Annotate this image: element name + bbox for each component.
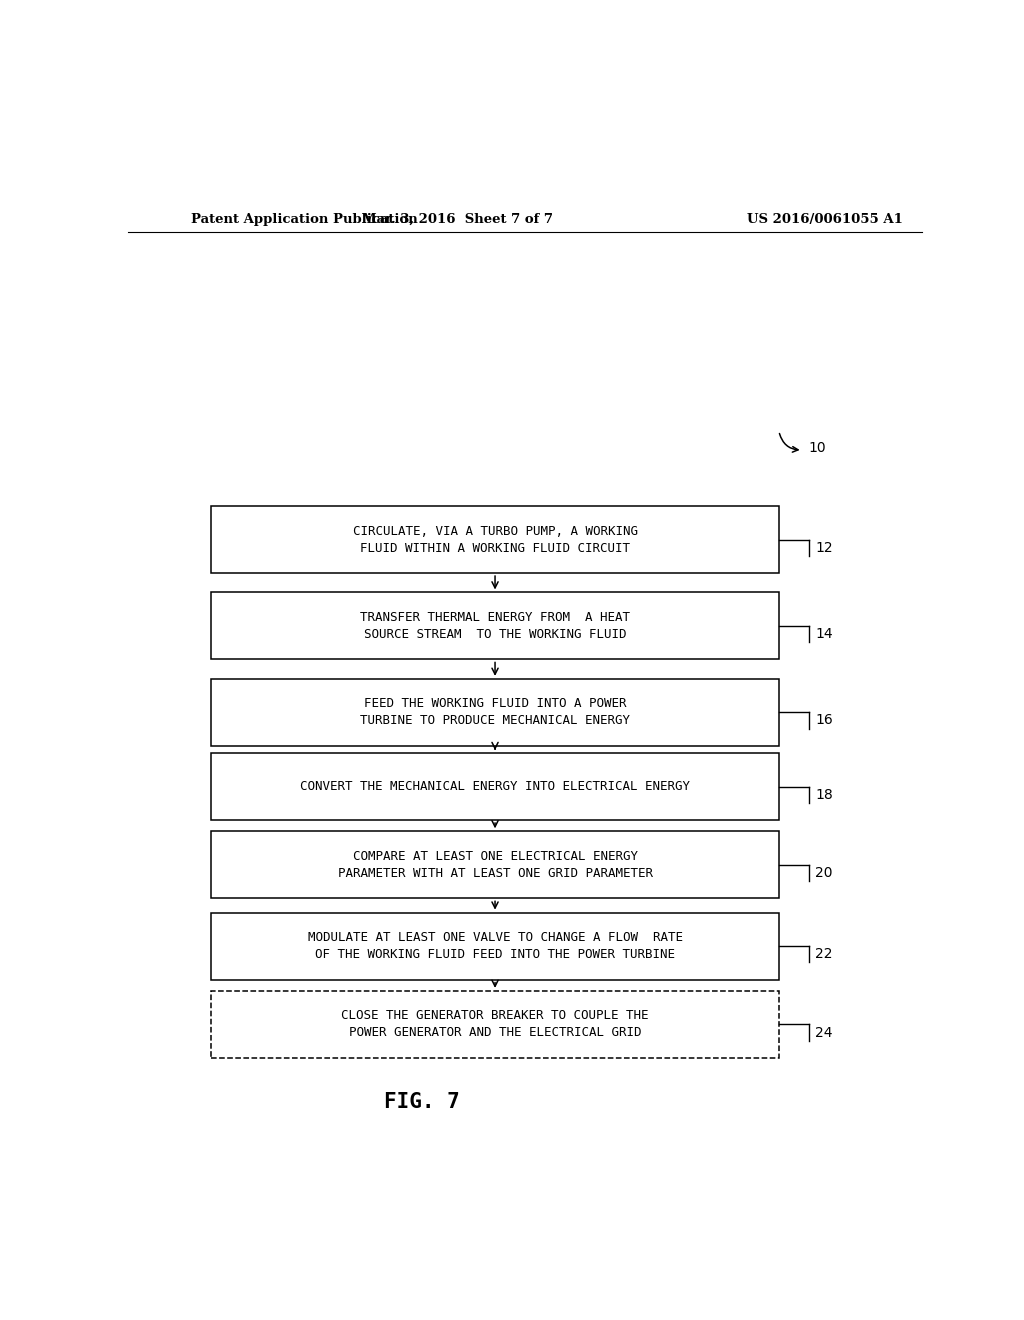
Text: CONVERT THE MECHANICAL ENERGY INTO ELECTRICAL ENERGY: CONVERT THE MECHANICAL ENERGY INTO ELECT…: [300, 780, 690, 793]
Text: 24: 24: [815, 1026, 833, 1040]
Text: 18: 18: [815, 788, 833, 801]
Text: Patent Application Publication: Patent Application Publication: [191, 213, 418, 226]
Text: 10: 10: [809, 441, 826, 455]
Text: 16: 16: [815, 714, 833, 727]
Text: FIG. 7: FIG. 7: [384, 1092, 460, 1111]
Bar: [211, 991, 778, 1057]
Text: MODULATE AT LEAST ONE VALVE TO CHANGE A FLOW  RATE
OF THE WORKING FLUID FEED INT: MODULATE AT LEAST ONE VALVE TO CHANGE A …: [307, 931, 683, 961]
Bar: [211, 912, 778, 979]
Text: 20: 20: [815, 866, 833, 880]
Bar: [211, 506, 778, 573]
Text: TRANSFER THERMAL ENERGY FROM  A HEAT
SOURCE STREAM  TO THE WORKING FLUID: TRANSFER THERMAL ENERGY FROM A HEAT SOUR…: [360, 611, 630, 642]
Bar: [211, 678, 778, 746]
Bar: [211, 593, 778, 660]
Text: 14: 14: [815, 627, 833, 642]
Text: 12: 12: [815, 541, 833, 554]
Text: COMPARE AT LEAST ONE ELECTRICAL ENERGY
PARAMETER WITH AT LEAST ONE GRID PARAMETE: COMPARE AT LEAST ONE ELECTRICAL ENERGY P…: [338, 850, 652, 880]
Bar: [211, 752, 778, 820]
Text: US 2016/0061055 A1: US 2016/0061055 A1: [748, 213, 903, 226]
Text: CIRCULATE, VIA A TURBO PUMP, A WORKING
FLUID WITHIN A WORKING FLUID CIRCUIT: CIRCULATE, VIA A TURBO PUMP, A WORKING F…: [352, 524, 638, 554]
Text: FEED THE WORKING FLUID INTO A POWER
TURBINE TO PRODUCE MECHANICAL ENERGY: FEED THE WORKING FLUID INTO A POWER TURB…: [360, 697, 630, 727]
Text: Mar. 3, 2016  Sheet 7 of 7: Mar. 3, 2016 Sheet 7 of 7: [361, 213, 553, 226]
Text: CLOSE THE GENERATOR BREAKER TO COUPLE THE
POWER GENERATOR AND THE ELECTRICAL GRI: CLOSE THE GENERATOR BREAKER TO COUPLE TH…: [341, 1010, 649, 1039]
Bar: [211, 832, 778, 899]
Text: 22: 22: [815, 948, 833, 961]
FancyArrowPatch shape: [779, 433, 798, 453]
